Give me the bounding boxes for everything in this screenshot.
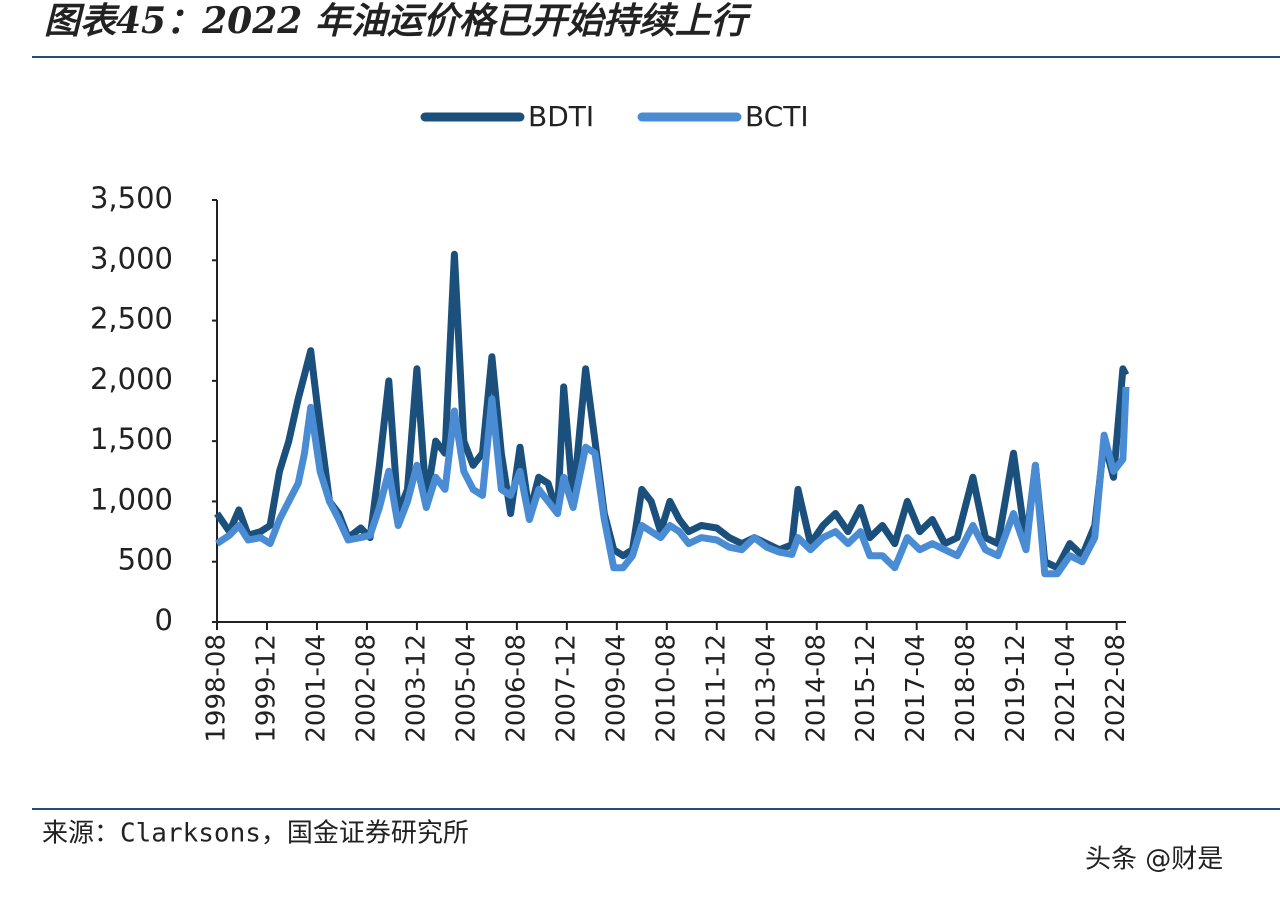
- x-tick-label: 2006-08: [501, 634, 531, 743]
- y-tick-label: 3,000: [90, 241, 173, 275]
- x-tick-label: 2019-12: [1001, 634, 1031, 743]
- y-tick-label: 0: [155, 603, 173, 637]
- x-tick-label: 2003-12: [401, 634, 431, 743]
- x-tick-label: 2001-04: [301, 634, 331, 743]
- series-line: [215, 386, 1130, 578]
- x-tick-label: 2007-12: [551, 634, 581, 743]
- series-line: [214, 250, 1130, 572]
- x-tick-label: 2022-08: [1101, 634, 1131, 743]
- y-tick-label: 1,000: [90, 482, 173, 516]
- legend-label: BCTI: [745, 100, 809, 133]
- y-tick-label: 2,000: [90, 362, 173, 396]
- x-tick-label: 2010-08: [651, 634, 681, 743]
- watermark: 头条 @财是: [1085, 845, 1223, 875]
- source: 来源：Clarksons，国金证券研究所: [42, 819, 469, 849]
- x-tick-label: 1998-08: [202, 634, 232, 743]
- x-tick-label: 2021-04: [1051, 634, 1081, 743]
- x-tick-label: 2013-04: [751, 634, 781, 743]
- x-tick-label: 2011-12: [701, 634, 731, 743]
- y-tick-label: 2,500: [90, 302, 173, 336]
- x-tick-label: 2017-04: [901, 634, 931, 743]
- y-tick-label: 1,500: [90, 422, 173, 456]
- title: 图表45：2022 年油运价格已开始持续上行: [44, 0, 753, 42]
- x-tick-label: 2005-04: [451, 634, 481, 743]
- x-tick-label: 2009-04: [601, 634, 631, 743]
- x-tick-label: 2002-08: [351, 634, 381, 743]
- y-tick-label: 500: [118, 543, 173, 577]
- legend-label: BDTI: [528, 100, 594, 133]
- x-tick-label: 1999-12: [251, 634, 281, 743]
- x-tick-label: 2018-08: [951, 634, 981, 743]
- x-tick-label: 2015-12: [851, 634, 881, 743]
- y-tick-label: 3,500: [90, 181, 173, 215]
- x-tick-label: 2014-08: [801, 634, 831, 743]
